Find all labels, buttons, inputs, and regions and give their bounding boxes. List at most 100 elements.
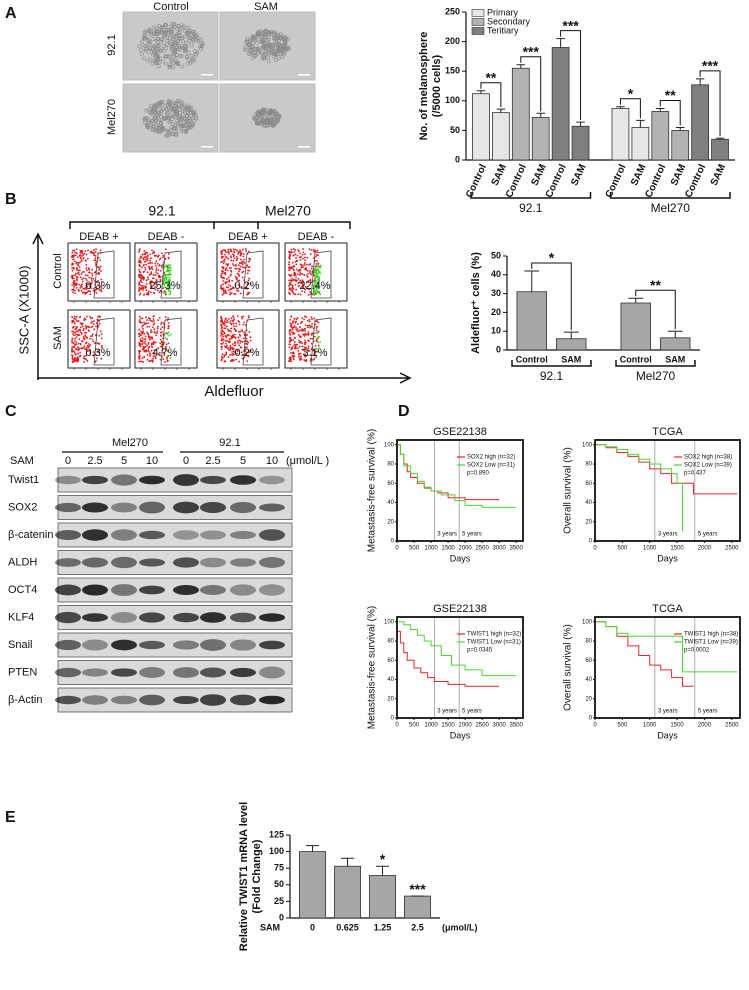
cell [177, 30, 181, 34]
cell [176, 115, 181, 120]
event [235, 358, 238, 361]
event [247, 250, 250, 253]
event [247, 279, 250, 282]
event [156, 272, 159, 275]
event [97, 266, 100, 269]
event [93, 328, 96, 331]
protein-label: Snail [8, 639, 32, 651]
event [220, 355, 223, 358]
event [233, 287, 235, 289]
event [248, 316, 250, 319]
cell [153, 117, 158, 122]
event [162, 254, 165, 257]
band [200, 639, 226, 651]
event [149, 257, 152, 260]
event [72, 291, 74, 294]
event [98, 285, 101, 288]
event [289, 343, 291, 346]
event [164, 332, 167, 334]
event [241, 276, 244, 279]
event [295, 276, 297, 279]
event [89, 317, 92, 320]
event [238, 360, 240, 363]
event [90, 250, 93, 253]
y-tick-label: 100 [582, 619, 593, 625]
event [168, 283, 171, 286]
event [164, 281, 167, 284]
event [153, 254, 156, 257]
event [299, 259, 302, 261]
event [138, 289, 141, 292]
cell [257, 121, 262, 126]
event [73, 342, 75, 345]
event [154, 286, 156, 288]
event [313, 293, 316, 295]
event [316, 274, 319, 277]
cell [159, 99, 163, 104]
event [297, 282, 300, 284]
event [222, 270, 225, 273]
cell [180, 39, 185, 43]
x-tick-label: 1500 [670, 546, 684, 552]
band [139, 530, 165, 540]
event [229, 348, 232, 351]
event [299, 272, 302, 275]
event [318, 290, 321, 293]
band [82, 613, 108, 622]
event [307, 331, 310, 333]
event [165, 345, 167, 348]
event [77, 359, 80, 362]
event [243, 333, 246, 336]
bar [651, 111, 670, 161]
y-tick-label: 0 [391, 539, 395, 545]
event [316, 290, 319, 293]
event [146, 257, 149, 260]
event [231, 253, 234, 256]
event [145, 283, 148, 285]
event [141, 253, 144, 256]
event [317, 270, 320, 273]
event [228, 280, 230, 283]
error-bar [556, 38, 565, 48]
event [83, 345, 86, 347]
event [92, 340, 95, 343]
event [95, 248, 97, 251]
event [82, 329, 85, 332]
row-label: SAM [52, 326, 64, 350]
event [289, 254, 291, 256]
event [84, 334, 87, 337]
event [309, 263, 312, 266]
error-bar [636, 119, 645, 128]
cell [147, 117, 151, 122]
event [85, 341, 88, 344]
event [169, 272, 172, 275]
event [301, 253, 304, 256]
event [100, 290, 103, 293]
significance: * [628, 85, 634, 101]
event [315, 273, 318, 276]
axis-arrow [32, 232, 412, 384]
cell [170, 121, 175, 126]
bar [551, 47, 570, 161]
event [162, 280, 165, 283]
event [147, 262, 150, 265]
event [294, 347, 296, 350]
event [310, 348, 313, 351]
event [240, 285, 243, 288]
event [238, 339, 241, 342]
event [164, 257, 167, 260]
event [313, 283, 316, 286]
event [91, 281, 94, 283]
event [85, 288, 88, 291]
event [78, 355, 81, 358]
event [139, 255, 142, 258]
event [73, 351, 76, 354]
event [167, 327, 170, 330]
cell [144, 36, 149, 40]
event [100, 278, 103, 281]
event [79, 328, 81, 331]
error-bar [524, 270, 540, 292]
event [301, 282, 303, 285]
event [241, 271, 244, 274]
bar [492, 112, 510, 161]
